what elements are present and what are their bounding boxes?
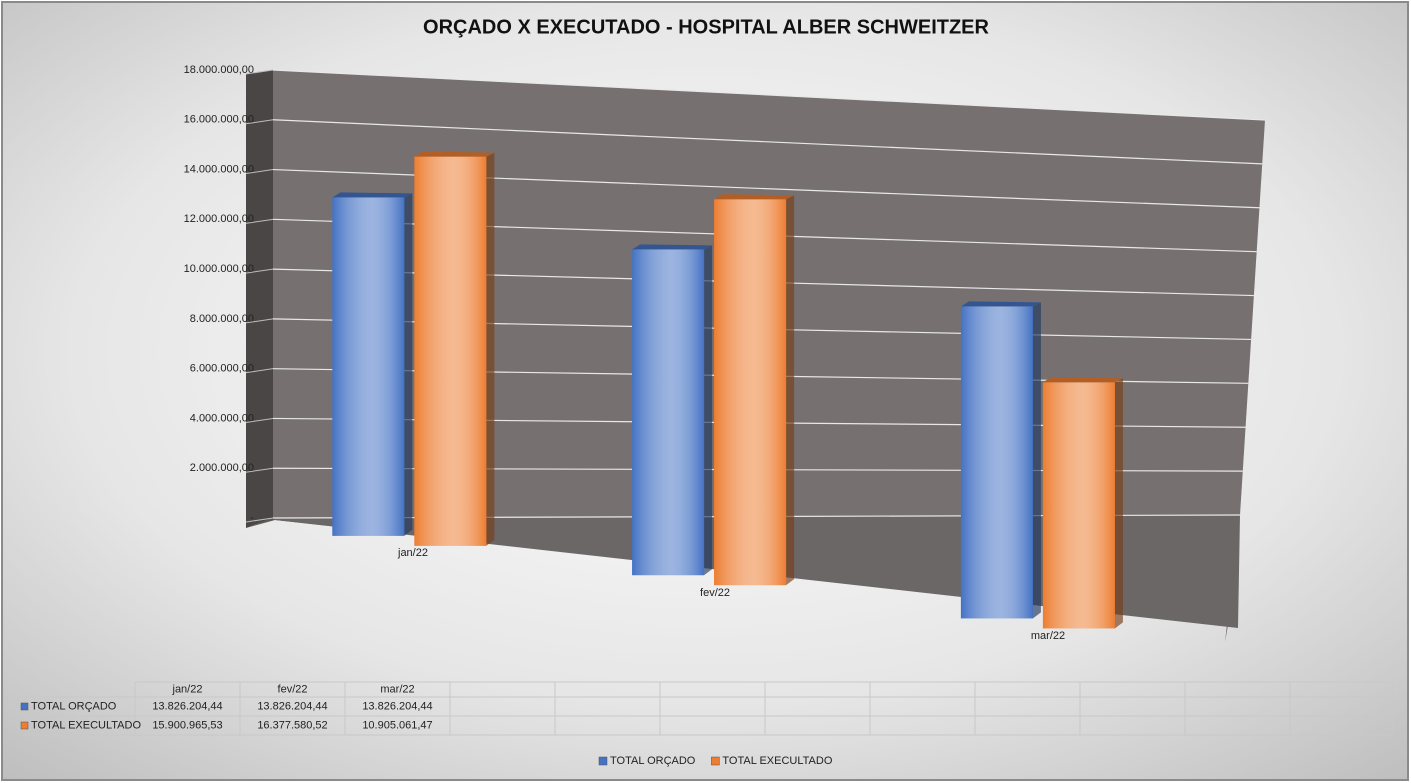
grid-line-side bbox=[245, 417, 274, 423]
y-tick-label: 18.000.000,00 bbox=[184, 64, 254, 76]
y-tick-label: 10.000.000,00 bbox=[184, 263, 254, 275]
side-wall bbox=[246, 70, 273, 528]
grid-line bbox=[272, 69, 1266, 121]
bar-side bbox=[1114, 378, 1123, 629]
bar-top bbox=[714, 194, 795, 200]
x-tick-label: jan/22 bbox=[397, 547, 428, 559]
table-row-header: TOTAL EXECULTADO bbox=[31, 719, 141, 731]
table-header: jan/22 bbox=[172, 683, 203, 695]
grid-line-side bbox=[245, 119, 274, 125]
grid-line-side bbox=[245, 268, 274, 274]
grid-line-side bbox=[245, 169, 274, 175]
table-row-header: TOTAL ORÇADO bbox=[31, 700, 117, 712]
plot-area: - 2.000.000,00 4.000.000,00 6.000.000,00 8.0… bbox=[184, 64, 1266, 642]
table-cell: 13.826.204,44 bbox=[362, 700, 432, 712]
grid-line-side bbox=[245, 368, 274, 374]
x-tick-label: mar/22 bbox=[1031, 630, 1065, 642]
y-tick-label: 14.000.000,00 bbox=[184, 163, 254, 175]
bar-shade bbox=[960, 306, 1033, 619]
grid-line bbox=[272, 119, 1263, 165]
table-cell: 10.905.061,47 bbox=[362, 719, 432, 731]
bar-top bbox=[414, 151, 495, 157]
bar-side bbox=[486, 152, 495, 546]
grid-line-side bbox=[245, 318, 274, 324]
table-legend-key bbox=[20, 721, 29, 730]
bar-shade bbox=[714, 199, 787, 586]
bar-side bbox=[1032, 302, 1041, 619]
legend-swatch bbox=[598, 756, 608, 766]
bar-top bbox=[1042, 377, 1123, 383]
table-cell: 15.900.965,53 bbox=[152, 719, 222, 731]
legend-swatch bbox=[711, 756, 720, 766]
y-tick-label: - bbox=[250, 512, 254, 524]
grid-line-side bbox=[245, 218, 274, 224]
table-legend-key bbox=[20, 702, 29, 711]
bar-shade bbox=[632, 249, 705, 576]
y-tick-label: 8.000.000,00 bbox=[190, 313, 254, 325]
bar-top bbox=[332, 192, 413, 198]
chart-title: ORÇADO X EXECUTADO - HOSPITAL ALBER SCHW… bbox=[423, 16, 989, 38]
grid-line-side bbox=[245, 517, 274, 523]
table-header: fev/22 bbox=[278, 683, 308, 695]
bar-shade bbox=[414, 156, 487, 546]
y-tick-label: 2.000.000,00 bbox=[190, 462, 254, 474]
table-cell: 13.826.204,44 bbox=[257, 700, 327, 712]
grid-line-side bbox=[245, 467, 274, 473]
legend-label: TOTAL ORÇADO bbox=[610, 755, 696, 767]
y-tick-label: 16.000.000,00 bbox=[184, 114, 254, 126]
data-table: jan/22 fev/22 mar/22 TOTAL ORÇADO 13.826.204… bbox=[17, 681, 1394, 736]
y-tick-label: 4.000.000,00 bbox=[190, 412, 254, 424]
y-tick-label: 6.000.000,00 bbox=[190, 363, 254, 375]
legend: TOTAL ORÇADO TOTAL EXECULTADO bbox=[598, 755, 833, 767]
bar-shade bbox=[1042, 382, 1115, 629]
y-tick-label: 12.000.000,00 bbox=[184, 213, 254, 225]
bar-shade bbox=[332, 197, 405, 536]
table-cell: 13.826.204,44 bbox=[152, 700, 222, 712]
bar-side bbox=[404, 193, 413, 536]
grid-line-side bbox=[245, 69, 274, 75]
bar-top bbox=[960, 301, 1041, 307]
legend-label: TOTAL EXECULTADO bbox=[722, 755, 832, 767]
bar-side bbox=[704, 245, 713, 576]
table-header: mar/22 bbox=[380, 683, 414, 695]
bar-side bbox=[786, 195, 795, 586]
bar-top bbox=[632, 244, 713, 250]
table-cell: 16.377.580,52 bbox=[257, 719, 327, 731]
x-tick-label: fev/22 bbox=[700, 587, 730, 599]
